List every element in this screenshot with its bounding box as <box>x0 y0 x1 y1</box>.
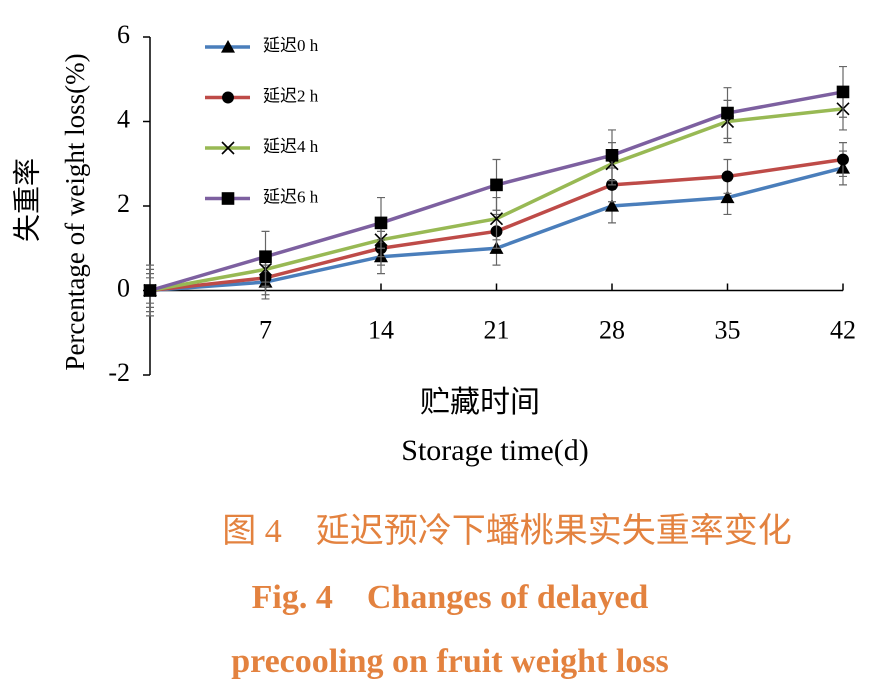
legend-label: 延迟2 h <box>263 86 319 105</box>
legend-label: 延迟6 h <box>263 187 319 206</box>
point <box>721 106 734 120</box>
x-tick-label: 42 <box>830 315 856 344</box>
x-title: Storage time(d) <box>401 434 588 467</box>
caption: 图 4 延迟预冷下蟠桃果实失重率变化 <box>222 512 792 550</box>
legend-marker <box>221 141 235 155</box>
point <box>490 178 503 192</box>
y-tick-label: 2 <box>117 189 130 218</box>
y-title-cn: 失重率 <box>11 158 43 242</box>
legend-marker <box>222 91 234 104</box>
legend-marker <box>221 192 235 205</box>
point <box>489 212 504 226</box>
point <box>837 153 849 166</box>
point <box>259 250 272 263</box>
x-tick-label: 7 <box>259 315 272 344</box>
x-title-cn: 贮藏时间 <box>420 386 540 419</box>
point <box>143 284 157 297</box>
caption: precooling on fruit weight loss <box>231 643 669 680</box>
x-tick-label: 28 <box>599 315 625 344</box>
point <box>605 199 619 212</box>
y-tick-label: 6 <box>117 20 130 49</box>
caption: Fig. 4 Changes of delayed <box>252 579 649 616</box>
x-tick-label: 21 <box>484 315 510 344</box>
x-tick-label: 35 <box>715 315 741 344</box>
y-tick-label: 4 <box>117 104 130 133</box>
y-tick-label: 0 <box>117 273 130 302</box>
point <box>605 149 619 162</box>
x-tick-label: 14 <box>368 315 394 344</box>
y-title: Percentage of weight loss(%) <box>60 53 90 370</box>
legend-marker <box>221 40 235 53</box>
y-tick-label: -2 <box>108 358 130 387</box>
point <box>374 216 388 230</box>
legend-label: 延迟4 h <box>263 137 319 156</box>
legend-label: 延迟0 h <box>263 36 319 55</box>
point <box>836 85 850 99</box>
point <box>721 170 734 183</box>
point <box>720 190 735 204</box>
